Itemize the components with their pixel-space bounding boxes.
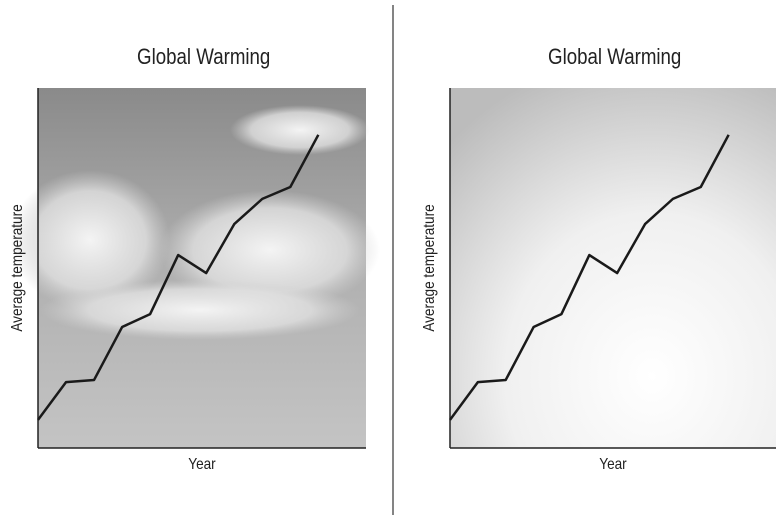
y-axis-label: Average temperature (421, 204, 438, 331)
temperature-line (36, 134, 320, 421)
left-background (10, 88, 380, 448)
chart-title: Global Warming (548, 45, 681, 69)
chart-title: Global Warming (137, 45, 270, 69)
temperature-line (448, 134, 730, 421)
x-axis-label: Year (188, 456, 215, 473)
y-axis-label: Average temperature (9, 204, 26, 331)
x-axis-label: Year (599, 456, 626, 473)
right-background (450, 88, 776, 448)
